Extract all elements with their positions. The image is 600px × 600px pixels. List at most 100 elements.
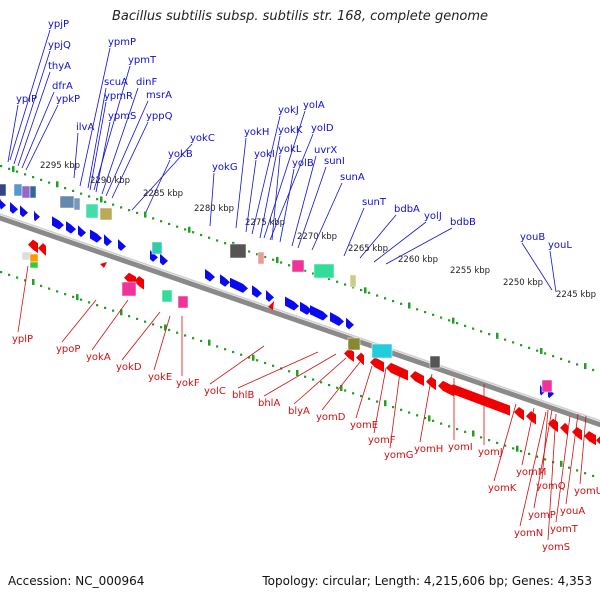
tick-dot-inner: [480, 436, 483, 439]
cog-box: [151, 241, 163, 255]
tick-dot-inner: [184, 334, 187, 337]
reverse-gene-arrow: [514, 406, 524, 421]
reverse-label-leader: [565, 413, 579, 505]
tick-dot-outer: [464, 324, 467, 327]
forward-gene-label: thyA: [48, 61, 71, 72]
tick-dot-outer: [336, 280, 339, 283]
major-tick-inner: [296, 369, 299, 376]
tick-dot-outer: [360, 288, 363, 292]
tick-dot-outer: [456, 322, 459, 325]
tick-dot-outer: [152, 217, 155, 220]
major-tick-outer: [496, 332, 499, 339]
reverse-label-leader: [579, 415, 587, 485]
tick-dot-outer: [40, 178, 43, 181]
forward-label-leader: [73, 132, 79, 179]
forward-label-leader: [359, 214, 397, 259]
forward-gene-arrow: [266, 290, 274, 302]
tick-dot-inner: [392, 405, 395, 409]
reverse-gene-label: yokD: [116, 362, 142, 373]
forward-gene-label: sunI: [324, 156, 345, 167]
forward-gene-label: yokL: [278, 144, 302, 155]
forward-gene-label: yokC: [190, 133, 215, 144]
tick-dot-inner: [216, 345, 219, 348]
cog-box: [29, 185, 37, 199]
forward-gene-arrow: [330, 312, 344, 326]
forward-gene-arrow: [310, 305, 328, 321]
kbp-tick-label: 2270 kbp: [297, 232, 337, 242]
tick-dot-outer: [88, 195, 91, 198]
reverse-gene-label: yomM: [516, 467, 546, 478]
forward-label-leader: [209, 172, 215, 227]
cog-box: [229, 243, 247, 259]
tick-dot-inner: [488, 439, 491, 442]
reverse-gene-label: ypoP: [56, 344, 80, 355]
forward-label-leader: [311, 182, 343, 251]
cog-box: [541, 379, 553, 393]
tick-dot-inner: [312, 378, 315, 381]
tick-dot-outer: [280, 261, 283, 264]
forward-gene-arrow: [252, 285, 262, 298]
tick-dot-outer: [288, 264, 291, 267]
reverse-label-leader: [121, 311, 161, 361]
tick-dot-outer: [432, 313, 435, 316]
forward-gene-label: msrA: [146, 90, 172, 101]
backbone-line: [0, 215, 600, 428]
reverse-gene-label: yomG: [384, 450, 414, 461]
reverse-gene-arrow: [526, 411, 536, 425]
reverse-gene-label: yolC: [204, 386, 226, 397]
forward-label-leader: [373, 221, 427, 263]
tick-dot-outer: [224, 242, 227, 245]
tick-dot-inner: [512, 447, 515, 450]
reverse-label-leader: [237, 351, 319, 389]
forward-gene-label: dfrA: [52, 81, 73, 92]
forward-gene-label: ypmP: [108, 37, 136, 48]
tick-dot-outer: [184, 228, 187, 231]
tick-dot-inner: [584, 472, 587, 475]
reverse-gene-arrow: [584, 431, 596, 446]
tick-dot-outer: [96, 198, 99, 201]
forward-label-leader: [279, 168, 295, 243]
reverse-label-leader: [209, 345, 265, 385]
reverse-label-leader: [555, 415, 571, 523]
kbp-tick-label: 2245 kbp: [556, 290, 596, 300]
tick-dot-inner: [24, 279, 27, 282]
forward-gene-label: yolJ: [424, 211, 442, 222]
cog-box: [161, 289, 173, 303]
tick-dot-inner: [136, 317, 139, 321]
tick-dot-inner: [336, 386, 339, 389]
tick-dot-outer: [592, 368, 595, 372]
tick-dot-inner: [0, 271, 3, 274]
tick-dot-outer: [560, 357, 563, 361]
reverse-gene-label: yomN: [514, 528, 543, 539]
tick-dot-inner: [536, 455, 539, 458]
tick-dot-inner: [360, 394, 363, 398]
major-tick-inner: [472, 430, 475, 437]
forward-gene-label: yokJ: [278, 105, 299, 116]
cog-box: [291, 259, 305, 273]
tick-dot-outer: [0, 165, 3, 168]
tick-dot-inner: [496, 441, 499, 444]
cog-box: [429, 355, 441, 369]
reverse-label-leader: [419, 373, 433, 443]
forward-label-leader: [263, 110, 306, 239]
tick-dot-inner: [256, 359, 259, 362]
cog-box: [29, 253, 39, 263]
forward-label-leader: [549, 250, 557, 293]
kbp-tick-label: 2250 kbp: [503, 278, 543, 288]
forward-gene-label: yolA: [303, 100, 325, 111]
tick-dot-outer: [512, 341, 515, 344]
major-tick-inner: [428, 415, 431, 422]
cog-box: [59, 195, 75, 209]
tick-dot-inner: [304, 375, 307, 378]
forward-label-leader: [101, 87, 139, 195]
tick-dot-inner: [152, 323, 155, 326]
tick-dot-inner: [40, 284, 43, 287]
tick-dot-inner: [80, 298, 83, 301]
reverse-gene-label: yokF: [176, 378, 200, 389]
tick-dot-outer: [312, 272, 315, 275]
tick-dot-outer: [304, 269, 307, 272]
cog-box: [371, 343, 393, 359]
tick-dot-inner: [48, 287, 51, 290]
tick-dot-inner: [464, 430, 467, 433]
tick-dot-inner: [344, 389, 347, 392]
